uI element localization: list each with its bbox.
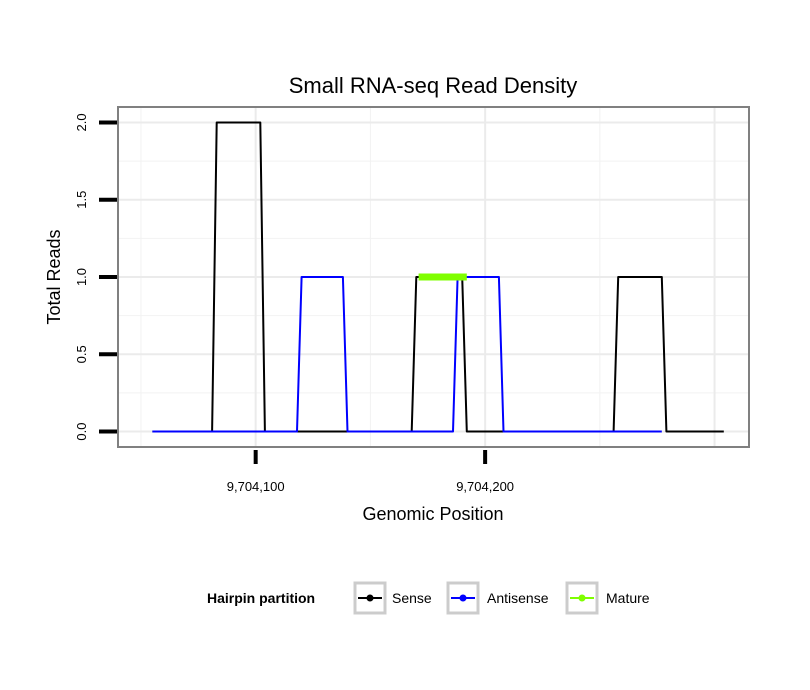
y-tick-label: 0.5 [74, 345, 89, 363]
y-tick-label: 2.0 [74, 113, 89, 131]
legend-label: Sense [392, 590, 432, 606]
y-tick-label: 0.0 [74, 423, 89, 441]
chart-title: Small RNA-seq Read Density [289, 73, 578, 98]
plot-panel-border [117, 106, 750, 448]
x-axis-ticks: 9,704,100 9,704,200 [227, 450, 514, 494]
x-axis-title: Genomic Position [362, 504, 503, 524]
legend-item-mature: Mature [565, 581, 650, 615]
legend: Hairpin partition Sense Antisense Mature [207, 581, 650, 615]
y-axis-ticks: 0.0 0.5 1.0 1.5 2.0 [74, 113, 117, 441]
legend-key-point [366, 594, 374, 602]
legend-label: Mature [606, 590, 650, 606]
y-tick-label: 1.5 [74, 191, 89, 209]
legend-item-antisense: Antisense [446, 581, 549, 615]
series-line-antisense [152, 276, 662, 433]
series-lines [152, 121, 724, 433]
legend-key-point [459, 594, 467, 602]
legend-key-point [578, 594, 586, 602]
legend-item-sense: Sense [353, 581, 432, 615]
x-tick-label: 9,704,200 [456, 479, 514, 494]
legend-label: Antisense [487, 590, 549, 606]
y-tick-label: 1.0 [74, 268, 89, 286]
y-axis-title: Total Reads [44, 229, 64, 324]
legend-title: Hairpin partition [207, 590, 315, 606]
x-tick-label: 9,704,100 [227, 479, 285, 494]
